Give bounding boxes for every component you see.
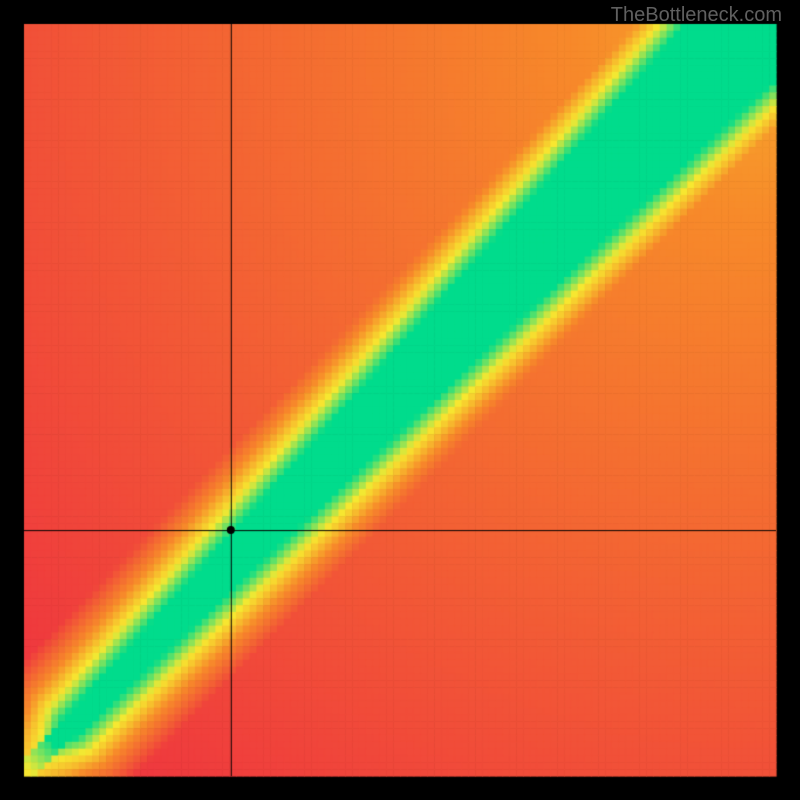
chart-container: TheBottleneck.com <box>0 0 800 800</box>
watermark-text: TheBottleneck.com <box>611 4 782 27</box>
bottleneck-heatmap <box>0 0 800 800</box>
